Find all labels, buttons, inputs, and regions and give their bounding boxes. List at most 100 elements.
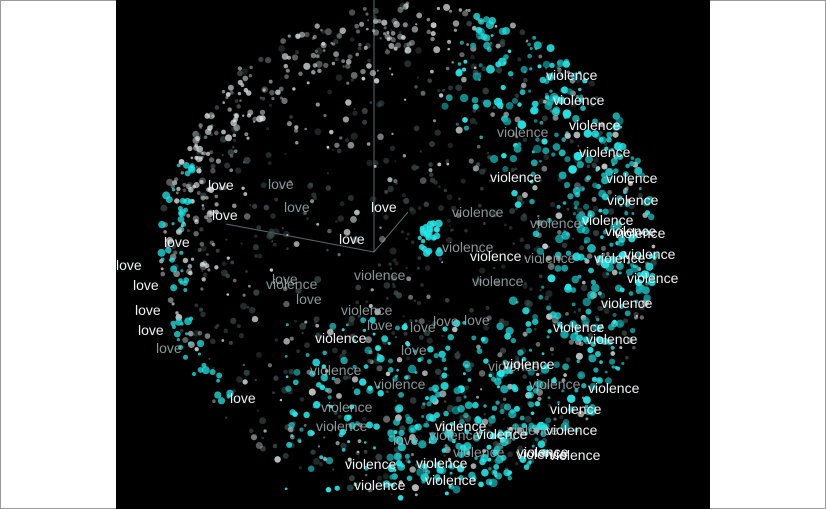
neutral-point [248, 306, 256, 314]
neutral-point [411, 25, 419, 33]
neutral-point [357, 46, 362, 51]
highlighted-point [334, 485, 340, 491]
highlighted-point [393, 468, 397, 472]
highlighted-point [529, 46, 533, 51]
neutral-point [472, 109, 477, 113]
neutral-point [519, 237, 525, 243]
neutral-point [484, 428, 491, 435]
neutral-point [638, 230, 643, 234]
point-cloud-canvas[interactable]: violenceviolenceviolenceviolenceviolence… [116, 0, 710, 509]
highlighted-point [382, 480, 391, 488]
highlighted-point [620, 250, 627, 258]
neutral-point [335, 220, 338, 223]
neutral-point [316, 54, 321, 59]
highlighted-point [596, 317, 600, 322]
neutral-point [575, 352, 583, 360]
highlighted-point [463, 59, 468, 64]
highlighted-point [504, 332, 511, 340]
neutral-point [261, 436, 265, 440]
neutral-point [591, 162, 598, 169]
highlighted-point [539, 76, 547, 84]
neutral-point [332, 347, 338, 354]
highlighted-point [491, 376, 497, 382]
neutral-point [473, 66, 477, 70]
neutral-point [349, 333, 356, 340]
neutral-point [339, 136, 343, 140]
neutral-point [283, 300, 290, 308]
neutral-point [220, 269, 228, 277]
neutral-point [232, 389, 236, 393]
neutral-point [256, 409, 260, 412]
neutral-point [438, 204, 445, 212]
neutral-point [384, 189, 389, 194]
neutral-point [396, 357, 403, 363]
highlighted-point [502, 166, 509, 173]
neutral-point [199, 307, 204, 312]
neutral-point [256, 115, 264, 123]
neutral-point [563, 373, 567, 377]
highlighted-point [517, 102, 522, 107]
embedding-projector-viewport[interactable]: violence violence violence violence violence… [116, 0, 710, 509]
neutral-point [626, 337, 634, 344]
neutral-point [543, 99, 547, 104]
highlighted-point [591, 283, 600, 293]
neutral-point [207, 209, 213, 215]
highlighted-point [392, 376, 398, 382]
neutral-point [512, 132, 517, 137]
neutral-point [428, 168, 433, 173]
neutral-point [476, 395, 480, 399]
neutral-point [366, 159, 373, 167]
highlighted-point [389, 474, 395, 480]
neutral-point [632, 346, 636, 350]
neutral-point [209, 338, 216, 345]
neutral-point [395, 42, 402, 49]
neutral-point [469, 117, 476, 124]
highlighted-point [289, 409, 296, 416]
highlighted-point [470, 42, 477, 49]
highlighted-point [554, 251, 562, 259]
highlighted-point [162, 191, 171, 200]
highlighted-point [331, 376, 336, 381]
neutral-point [520, 82, 527, 89]
highlighted-point [183, 207, 189, 213]
neutral-point [393, 21, 400, 28]
highlighted-point [197, 366, 204, 373]
highlighted-point [609, 242, 614, 247]
neutral-point [310, 199, 315, 204]
neutral-point [326, 248, 329, 252]
highlighted-point [531, 444, 535, 448]
highlighted-point [553, 361, 560, 368]
neutral-point [268, 103, 272, 107]
highlighted-point [472, 434, 481, 442]
highlighted-point [478, 63, 483, 68]
highlighted-point [634, 299, 639, 304]
highlighted-point [503, 403, 512, 411]
highlighted-point [488, 416, 496, 424]
highlighted-point [191, 371, 197, 377]
neutral-point [371, 28, 376, 33]
highlighted-point [532, 36, 537, 40]
neutral-point [332, 468, 335, 471]
neutral-point [502, 418, 505, 421]
neutral-point [366, 63, 372, 69]
highlighted-point [563, 114, 569, 119]
highlighted-point [509, 154, 518, 163]
neutral-point [515, 135, 519, 139]
neutral-point [459, 52, 465, 58]
neutral-point [327, 228, 332, 234]
neutral-point [361, 76, 366, 81]
neutral-point [416, 301, 422, 306]
word-label-violence: violence [553, 92, 605, 108]
neutral-point [201, 206, 205, 211]
highlighted-point [435, 391, 442, 398]
neutral-point [511, 76, 514, 79]
highlighted-point [543, 363, 549, 370]
highlighted-point [485, 478, 493, 486]
neutral-point [326, 145, 330, 149]
word-label-violence: violence [453, 444, 505, 460]
highlighted-point [471, 335, 477, 341]
neutral-point [476, 276, 480, 279]
neutral-point [224, 134, 233, 142]
word-label-love: love [133, 277, 159, 293]
neutral-point [335, 441, 340, 446]
